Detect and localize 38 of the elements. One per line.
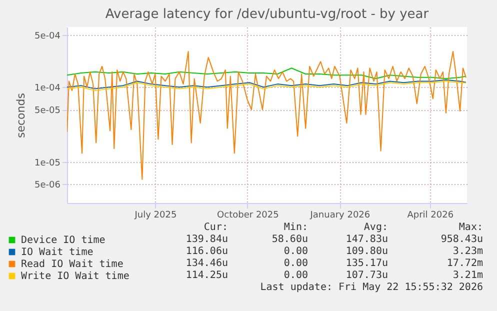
text: 17.72m: [446, 258, 483, 270]
text: Avg:: [364, 222, 388, 234]
text: 139.84u: [186, 234, 228, 246]
text: 107.73u: [346, 270, 388, 282]
x-tick-label: October 2025: [217, 210, 279, 220]
legend-label: Read IO Wait time: [21, 259, 124, 270]
text: 116.06u: [186, 246, 228, 258]
y-tick-label: 5e-05: [34, 106, 60, 116]
text: Max:: [458, 222, 483, 234]
text: 135.17u: [346, 258, 388, 270]
line-series: [67, 51, 466, 180]
x-tick-label: April 2026: [407, 210, 454, 220]
x-tick-label: July 2025: [134, 210, 177, 220]
text: 114.25u: [186, 270, 228, 282]
text: 3.23m: [452, 246, 483, 258]
legend-label: Device IO time: [21, 235, 106, 246]
text: 0.00: [284, 258, 308, 270]
y-tick-label: 1e-04: [34, 84, 61, 94]
text: Min:: [284, 222, 308, 234]
y-tick-label: 1e-05: [34, 158, 60, 168]
legend-label: Write IO Wait time: [21, 271, 130, 282]
chart-title: Average latency for /dev/ubuntu-vg/root - by year: [105, 7, 430, 22]
text: 147.83u: [346, 234, 388, 246]
text: 0.00: [284, 270, 308, 282]
text: 58.60u: [272, 234, 308, 246]
text: 134.46u: [186, 258, 228, 270]
line-series: [67, 68, 466, 80]
text: 0.00: [284, 246, 308, 258]
y-tick-label: 5e-06: [34, 180, 61, 191]
text: 958.43u: [440, 234, 483, 246]
text: 3.21m: [452, 270, 483, 282]
text: 109.80u: [346, 246, 388, 258]
x-tick-label: January 2026: [309, 210, 370, 220]
y-axis-title: seconds: [14, 92, 28, 138]
text: Cur:: [204, 222, 228, 234]
y-tick-label: 5e-04: [34, 32, 61, 42]
legend-label: IO Wait time: [21, 247, 94, 258]
text: Last update: Fri May 22 15:55:32 2026: [260, 282, 483, 294]
